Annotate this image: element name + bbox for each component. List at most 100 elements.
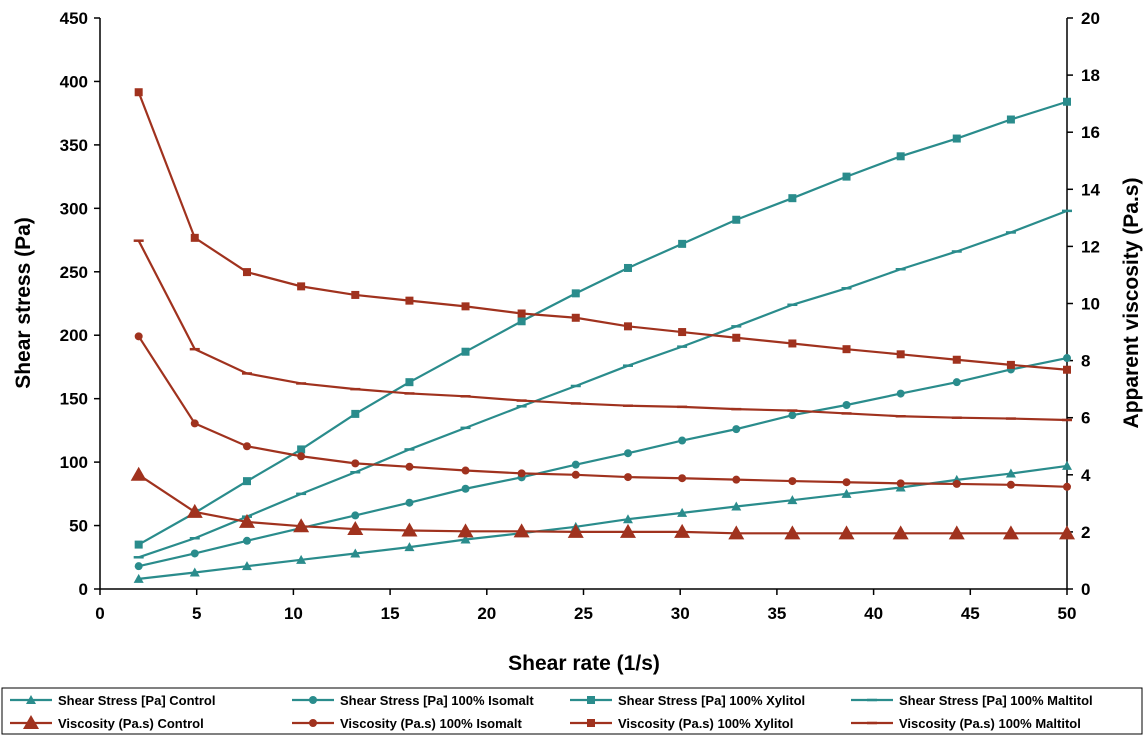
legend-label: Viscosity (Pa.s) 100% Xylitol [618,716,793,731]
data-point [457,523,474,538]
x-tick-label: 45 [961,604,980,623]
legend-entry: Shear Stress [Pa] 100% Xylitol [570,693,805,708]
data-point [1005,468,1016,478]
data-point [842,401,851,410]
data-point [405,462,414,471]
series-4 [130,466,1075,540]
series-6 [134,88,1071,374]
data-point [190,419,199,428]
y2-tick-label: 20 [1081,9,1100,28]
data-point [896,350,905,359]
legend-swatch-marker [309,719,317,727]
legend-swatch-marker [587,696,595,704]
data-point [351,459,360,468]
data-point [952,134,961,143]
series-5 [134,332,1071,491]
data-point [567,523,584,538]
y2-tick-label: 12 [1081,237,1100,256]
data-point [732,425,741,434]
data-point [461,466,470,475]
y-tick-label: 400 [60,72,88,91]
y-tick-label: 150 [60,390,88,409]
data-point [787,495,798,505]
y2-tick-label: 14 [1081,180,1100,199]
legend-label: Viscosity (Pa.s) 100% Maltitol [899,716,1081,731]
data-point [728,525,745,540]
axes: 0501001502002503003504004500246810121416… [60,9,1101,623]
y2-tick-label: 4 [1081,466,1091,485]
legend-entry: Viscosity (Pa.s) Control [10,715,204,731]
series-line [138,464,1068,580]
x-tick-label: 5 [192,604,201,623]
data-point [242,268,251,277]
series-1 [134,354,1071,571]
legend-entry: Shear Stress [Pa] 100% Isomalt [292,693,534,708]
data-point [405,378,414,387]
data-point [732,333,741,342]
data-point [838,525,855,540]
series-0 [133,460,1072,583]
data-point [461,302,470,311]
series-line [137,335,1068,488]
data-point [952,378,961,387]
x-tick-label: 0 [95,604,104,623]
data-point [788,477,797,486]
legend-entry: Viscosity (Pa.s) 100% Isomalt [292,716,523,731]
data-point [297,282,306,291]
x-tick-label: 40 [864,604,883,623]
data-point [1062,460,1072,470]
data-point [241,561,252,571]
data-point [134,562,143,571]
data-point [1006,480,1015,489]
y2-axis-title: Apparent viscosity (Pa.s) [1120,178,1143,429]
data-point [297,452,306,461]
data-point [896,152,905,161]
data-point [571,470,580,479]
data-point [788,194,797,203]
x-tick-label: 50 [1058,604,1077,623]
data-point [623,322,632,331]
data-point [678,436,687,445]
data-point [678,474,687,483]
data-point [948,525,965,540]
data-point [517,317,526,326]
data-point [350,548,361,558]
data-point [952,479,961,488]
data-point [189,567,200,577]
legend: Shear Stress [Pa] Control Shear Stress [P… [1,687,1143,735]
legend-entry: Viscosity (Pa.s) 100% Maltitol [851,716,1081,731]
y-axis-title: Shear stress (Pa) [12,217,35,389]
y2-tick-label: 6 [1081,409,1090,428]
legend-label: Shear Stress [Pa] 100% Isomalt [340,693,534,708]
legend-swatch-marker [309,696,317,704]
y-tick-label: 300 [60,199,88,218]
series-line [137,240,1068,422]
data-point [297,445,306,454]
data-point [401,522,418,537]
y-tick-label: 0 [79,580,88,599]
data-point [841,488,852,498]
data-point [678,328,687,337]
legend-label: Shear Stress [Pa] 100% Xylitol [618,693,805,708]
x-tick-label: 30 [671,604,690,623]
data-point [842,478,851,487]
x-tick-label: 20 [477,604,496,623]
series-line [138,356,1068,568]
legend-label: Viscosity (Pa.s) 100% Isomalt [340,716,523,731]
series-line [138,473,1067,535]
legend-entry: Viscosity (Pa.s) 100% Xylitol [570,716,793,731]
data-point [351,511,360,520]
data-point [405,296,414,305]
y-tick-label: 50 [69,517,88,536]
legend-entry: Shear Stress [Pa] 100% Maltitol [851,693,1093,708]
data-point [1002,525,1019,540]
data-point [351,290,360,299]
legend-label: Shear Stress [Pa] 100% Maltitol [899,693,1093,708]
data-point [619,523,636,538]
data-point [134,540,143,549]
data-point [623,263,632,272]
data-point [130,466,147,481]
data-point [351,409,360,418]
data-point [842,345,851,354]
